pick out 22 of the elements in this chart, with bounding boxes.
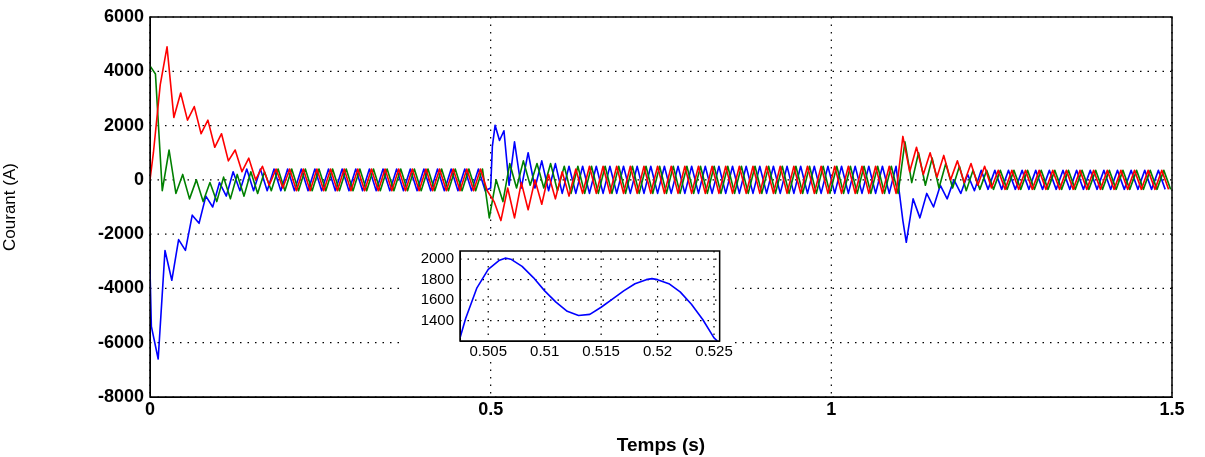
x-tick-label: 0.505 [469,342,507,360]
x-axis-title: Temps (s) [616,433,706,455]
y-tick-label: -8000 [97,385,144,406]
y-tick-label: 1800 [420,269,454,287]
x-tick-label: 0.525 [695,342,733,360]
y-tick-label: 1400 [420,310,454,328]
x-tick-label: 0.51 [530,342,560,360]
y-tick-label: 2000 [420,249,454,267]
x-tick-label: 0.5 [478,398,504,419]
y-tick-label: 0 [133,168,144,189]
y-axis-title: Courant (A) [0,163,19,251]
y-tick-label: 1600 [420,290,454,308]
y-tick-label: 6000 [103,5,144,26]
x-tick-label: 1 [826,398,837,419]
x-tick-label: 1.5 [1159,398,1185,419]
x-tick-label: 0.515 [582,342,620,360]
y-tick-label: -4000 [97,277,144,298]
x-tick-label: 0.52 [642,342,673,360]
y-tick-label: -6000 [97,331,144,352]
y-tick-label: 4000 [103,60,144,81]
y-tick-label: 2000 [103,114,144,135]
y-tick-label: -2000 [97,223,144,244]
